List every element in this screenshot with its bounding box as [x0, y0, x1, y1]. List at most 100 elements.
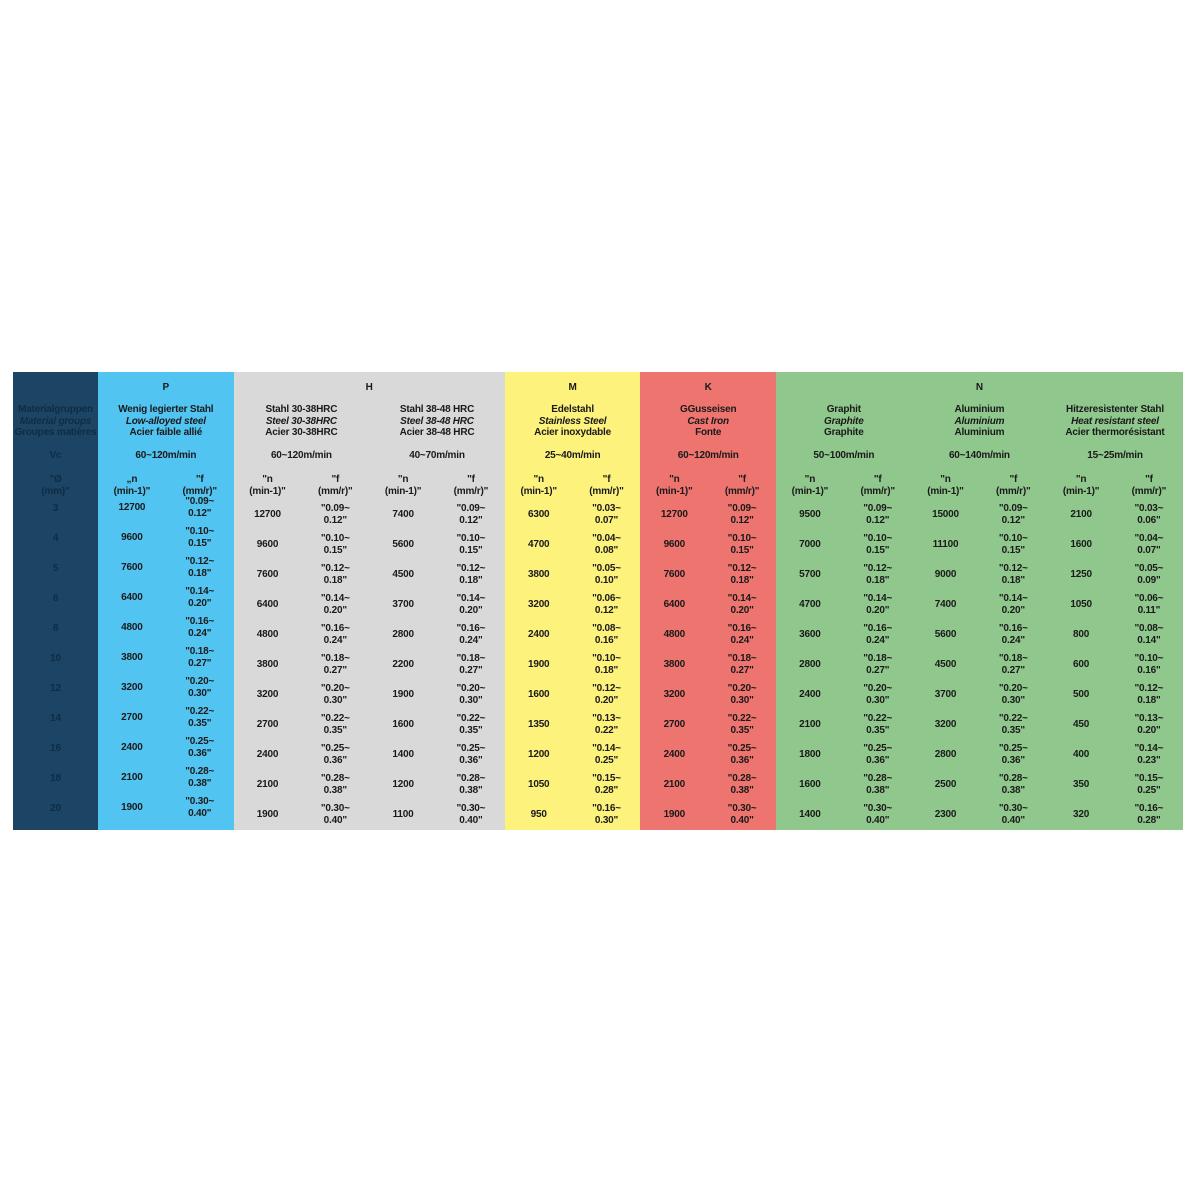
rpm-cell: 4800: [663, 629, 686, 640]
feed-header-1: "f: [467, 474, 475, 485]
material-name-fr: Acier faible allié: [129, 427, 203, 438]
feed-cell-from: "0.12~: [1134, 683, 1164, 694]
rpm-cell: 3200: [256, 689, 279, 700]
rpm-cell: 1200: [527, 749, 550, 760]
feed-cell-to: 0.24": [459, 634, 483, 646]
feed-cell-to: 0.40": [188, 807, 212, 819]
feed-cell-from: "0.30~: [185, 796, 215, 807]
feed-cell-to: 0.30": [323, 694, 347, 706]
feed-header-2: (mm/r)": [182, 485, 217, 497]
feed-cell-from: "0.16~: [727, 623, 757, 634]
rpm-cell: 2400: [663, 749, 686, 760]
diameter-cell: 14: [50, 713, 61, 724]
feed-header-1: "f: [873, 474, 882, 485]
material-name-de: GGusseisen: [680, 404, 737, 415]
group-band-K: [640, 372, 776, 830]
feed-cell-from: "0.22~: [456, 713, 486, 724]
feed-cell-from: "0.20~: [320, 683, 350, 694]
rpm-cell: 1900: [256, 809, 279, 820]
feed-cell-to: 0.38": [1001, 784, 1025, 796]
feed-cell-to: 0.36": [188, 747, 212, 759]
feed-cell-to: 0.10": [594, 574, 619, 586]
rpm-cell: 3200: [527, 599, 550, 610]
feed-cell-to: 0.18": [594, 664, 619, 676]
feed-cell-from: "0.30~: [998, 803, 1028, 814]
rpm-cell: 12700: [254, 509, 281, 520]
feed-cell-from: "0.22~: [320, 713, 350, 724]
feed-cell-to: 0.35": [188, 717, 212, 729]
material-name-de: Edelstahl: [551, 404, 594, 415]
material-name-en: Stainless Steel: [538, 415, 607, 427]
rpm-cell: 1600: [527, 689, 550, 700]
feed-cell-from: "0.09~: [456, 503, 486, 514]
material-name-fr: Acier 38-48 HRC: [399, 427, 475, 438]
feed-cell-from: "0.14~: [456, 593, 486, 604]
rpm-cell: 12700: [118, 502, 146, 513]
feed-cell-to: 0.36": [459, 754, 483, 766]
rpm-cell: 2100: [256, 779, 279, 790]
rpm-cell: 6300: [527, 509, 550, 520]
feed-cell-to: 0.35": [1001, 724, 1025, 736]
rpm-cell: 2100: [663, 779, 686, 790]
diameter-cell: 18: [50, 773, 61, 784]
diameter-cell: 4: [52, 533, 59, 544]
rpm-cell: 2400: [527, 629, 550, 640]
rpm-cell: 1050: [527, 779, 550, 790]
feed-cell-from: "0.15~: [592, 773, 621, 784]
rpm-cell: 3800: [527, 569, 550, 580]
feed-cell-from: "0.16~: [185, 616, 215, 627]
group-letter: H: [365, 382, 373, 393]
feed-cell-from: "0.09~: [863, 503, 893, 514]
feed-cell-from: "0.12~: [320, 563, 350, 574]
rpm-cell: 7000: [799, 539, 821, 550]
rpm-header-1: "n: [533, 474, 544, 485]
rpm-cell: 1250: [1070, 569, 1092, 580]
feed-cell-to: 0.27": [323, 664, 347, 676]
feed-cell-to: 0.25": [1137, 784, 1161, 796]
group-band-H: [233, 372, 505, 830]
feed-cell-from: "0.20~: [863, 683, 893, 694]
feed-cell-from: "0.25~: [185, 736, 215, 747]
feed-cell-from: "0.06~: [592, 593, 621, 604]
feed-cell-to: 0.27": [1001, 664, 1025, 676]
rpm-header-2: (min-1)": [384, 485, 422, 497]
rpm-cell: 400: [1073, 749, 1090, 760]
label-group-fr: Groupes matières: [14, 427, 97, 438]
feed-cell-to: 0.36": [1001, 754, 1025, 766]
group-letter: P: [162, 382, 170, 393]
material-name-de: Wenig legierter Stahl: [118, 404, 214, 415]
label-dia-1: "Ø: [49, 474, 62, 485]
rpm-cell: 9000: [934, 569, 957, 580]
rpm-cell: 450: [1073, 719, 1090, 730]
feed-cell-to: 0.27": [188, 657, 212, 669]
rpm-cell: 1050: [1070, 599, 1092, 610]
feed-cell-from: "0.25~: [998, 743, 1028, 754]
material-name-en: Heat resistant steel: [1071, 415, 1159, 427]
feed-cell-to: 0.16": [1137, 664, 1161, 676]
feed-cell-from: "0.22~: [998, 713, 1028, 724]
feed-cell-from: "0.10~: [727, 533, 757, 544]
rpm-cell: 4700: [799, 599, 821, 610]
feed-cell-to: 0.15": [323, 544, 347, 556]
rpm-cell: 5600: [392, 539, 414, 550]
feed-cell-from: "0.20~: [998, 683, 1028, 694]
feed-cell-from: "0.08~: [592, 623, 621, 634]
feed-cell-from: "0.14~: [1134, 743, 1164, 754]
rpm-cell: 1350: [527, 719, 550, 730]
rpm-cell: 5700: [799, 569, 821, 580]
feed-cell-to: 0.40": [1001, 814, 1025, 826]
feed-cell-to: 0.30": [1001, 694, 1025, 706]
feed-header-2: (mm/r)": [724, 485, 760, 497]
feed-cell-from: "0.09~: [185, 496, 215, 507]
cutting-speed: 50~100m/min: [813, 450, 875, 461]
rpm-cell: 2100: [799, 719, 821, 730]
feed-cell-to: 0.38": [866, 784, 890, 796]
rpm-cell: 1600: [392, 719, 414, 730]
feed-cell-from: "0.14~: [998, 593, 1028, 604]
rpm-cell: 2500: [934, 779, 957, 790]
feed-cell-from: "0.28~: [727, 773, 757, 784]
feed-cell-to: 0.12": [594, 604, 619, 616]
rpm-cell: 3600: [799, 629, 821, 640]
label-group-de: Materialgruppen: [18, 404, 93, 415]
feed-header-2: (mm/r)": [1131, 485, 1167, 497]
